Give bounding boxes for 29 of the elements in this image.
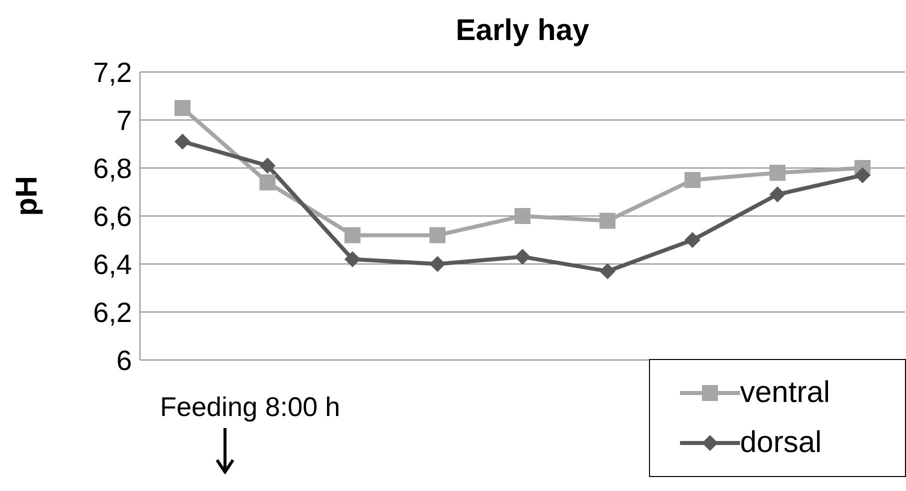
y-tick-label: 6,2 [93, 296, 132, 328]
point [770, 164, 786, 181]
point [684, 172, 700, 188]
chart-title: Early hay [454, 14, 590, 48]
y-axis-title: pH [10, 176, 44, 216]
y-tick-label: 6,4 [93, 248, 132, 280]
point [174, 100, 190, 116]
y-tick-label: 7,2 [93, 56, 132, 88]
point [174, 134, 190, 150]
point [514, 248, 530, 265]
point [260, 158, 276, 174]
text: Feeding 8:00 h [160, 392, 340, 423]
y-tick-label: 6 [116, 344, 132, 376]
point [260, 174, 276, 190]
point [344, 251, 360, 268]
legend-label: ventral [740, 376, 830, 410]
y-tick-label: 7 [116, 104, 132, 136]
y-tick-label: 6,8 [93, 152, 132, 184]
y-tick-label: 6,6 [93, 200, 132, 232]
point [600, 263, 616, 280]
legend-label: dorsal [740, 426, 822, 460]
point [430, 256, 446, 272]
point [344, 227, 360, 244]
point [514, 208, 530, 224]
point [430, 227, 446, 244]
point [854, 167, 870, 184]
point [600, 212, 616, 229]
point [770, 186, 786, 202]
point [684, 232, 700, 248]
